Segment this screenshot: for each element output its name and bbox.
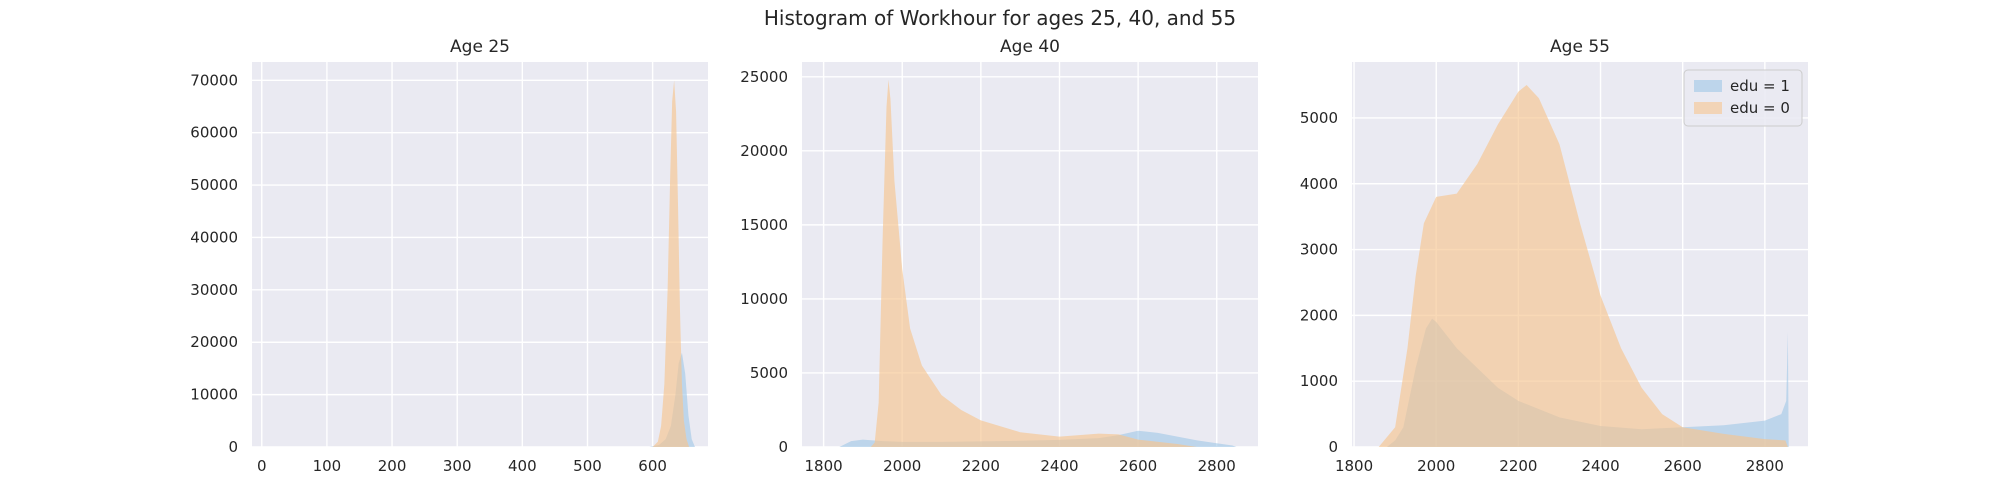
legend-label: edu = 0	[1730, 99, 1790, 117]
panel-title: Age 55	[1550, 37, 1610, 57]
y-tick-label: 15000	[740, 216, 788, 234]
x-tick-label: 100	[313, 457, 342, 475]
legend-label: edu = 1	[1730, 77, 1790, 95]
x-tick-label: 2400	[1581, 457, 1619, 475]
panel-2: Age 40 1800 2000 2200 2400 2600 2800 0 5000 10000…	[740, 37, 1258, 475]
y-tick-label: 0	[228, 438, 238, 456]
y-tick-label: 0	[1328, 438, 1338, 456]
panel-1: Age 25 0 100 200 300 400 500 600 0 10000 20000 3000…	[190, 37, 708, 475]
y-tick-label: 10000	[740, 290, 788, 308]
y-tick-label: 20000	[740, 142, 788, 160]
histogram-series-edu-0	[1378, 85, 1788, 447]
y-tick-label: 3000	[1300, 241, 1338, 259]
x-tick-label: 2200	[1499, 457, 1537, 475]
x-tick-label: 400	[508, 457, 537, 475]
x-tick-label: 2000	[1417, 457, 1455, 475]
x-tick-label: 2800	[1198, 457, 1236, 475]
y-tick-label: 50000	[190, 176, 238, 194]
y-tick-label: 25000	[740, 68, 788, 86]
legend-swatch	[1694, 80, 1722, 92]
y-tick-label: 0	[778, 438, 788, 456]
histogram-series-edu-0	[870, 79, 1198, 447]
x-tick-label: 2600	[1119, 457, 1157, 475]
x-tick-label: 1800	[1335, 457, 1373, 475]
x-tick-label: 2200	[962, 457, 1000, 475]
x-tick-label: 600	[638, 457, 667, 475]
x-tick-label: 2800	[1746, 457, 1784, 475]
y-tick-label: 20000	[190, 333, 238, 351]
y-tick-label: 60000	[190, 124, 238, 142]
y-tick-label: 5000	[1300, 109, 1338, 127]
figure-title: Histogram of Workhour for ages 25, 40, a…	[764, 6, 1236, 30]
panel-3: Age 55 1800 2000 2200 2400 2600 2800 0 1000 2000 3…	[1300, 37, 1808, 475]
x-tick-label: 200	[378, 457, 407, 475]
x-tick-label: 2400	[1040, 457, 1078, 475]
y-tick-label: 70000	[190, 71, 238, 89]
y-tick-label: 5000	[750, 364, 788, 382]
x-tick-label: 2600	[1664, 457, 1702, 475]
y-tick-label: 1000	[1300, 372, 1338, 390]
panels-group: Age 250 100 200 300 400 500 600010000200003000…	[190, 37, 1808, 475]
histogram-series-edu-0	[652, 80, 690, 447]
x-tick-label: 500	[573, 457, 602, 475]
y-tick-label: 30000	[190, 281, 238, 299]
panel-title: Age 40	[1000, 37, 1060, 57]
legend: edu = 1 edu = 0	[1683, 69, 1803, 127]
legend-swatch	[1694, 102, 1722, 114]
x-tick-label: 1800	[805, 457, 843, 475]
x-tick-label: 0	[257, 457, 267, 475]
plot-area	[802, 62, 1258, 447]
y-tick-label: 40000	[190, 228, 238, 246]
x-tick-label: 300	[443, 457, 472, 475]
panel-title: Age 25	[450, 37, 510, 57]
y-tick-label: 10000	[190, 386, 238, 404]
plot-area	[252, 62, 708, 447]
y-tick-label: 4000	[1300, 175, 1338, 193]
y-tick-label: 2000	[1300, 306, 1338, 324]
x-tick-label: 2000	[883, 457, 921, 475]
